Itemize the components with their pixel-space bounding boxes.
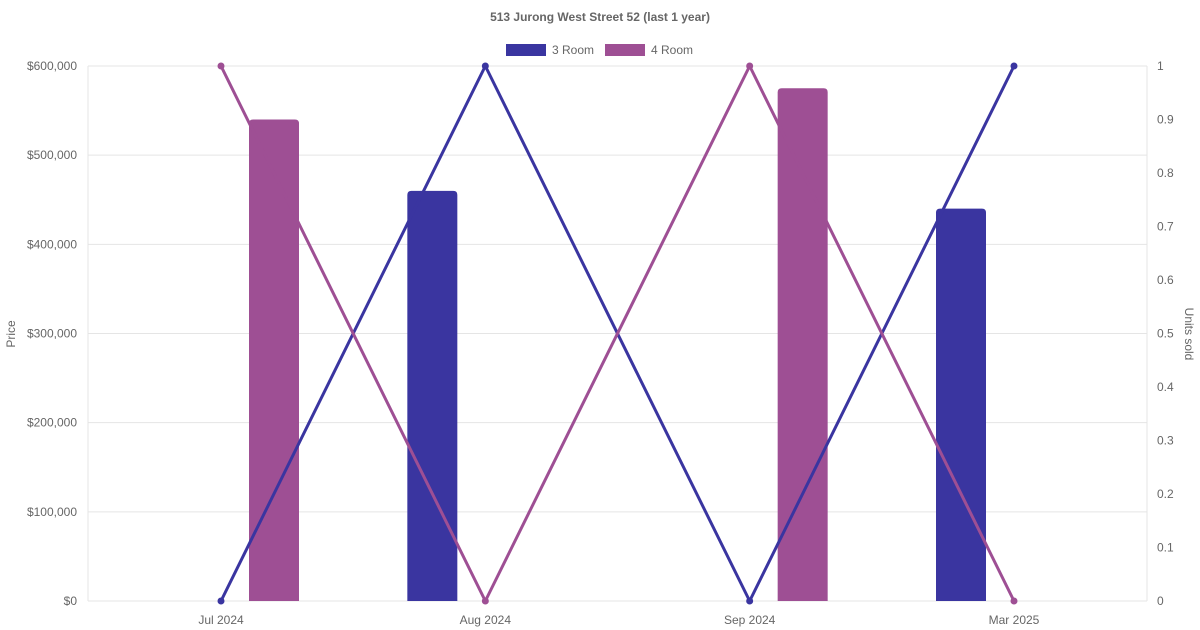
bar-3-room[interactable]: [407, 190, 458, 602]
left-axis-title: Price: [4, 320, 18, 348]
series-lines: [217, 62, 1018, 605]
left-tick-label: $500,000: [27, 148, 77, 162]
bar-4-room[interactable]: [777, 88, 828, 601]
bar-4-room[interactable]: [249, 119, 299, 602]
right-tick-label: 0.4: [1157, 380, 1174, 394]
x-tick-label: Mar 2025: [989, 613, 1040, 627]
point-3-room[interactable]: [746, 597, 754, 605]
right-tick-label: 1: [1157, 59, 1164, 73]
left-tick-label: $0: [64, 594, 78, 608]
left-tick-label: $200,000: [27, 416, 77, 430]
legend-swatch-4-room[interactable]: [605, 44, 645, 56]
right-tick-label: 0.5: [1157, 327, 1174, 341]
right-tick-label: 0.2: [1157, 487, 1174, 501]
right-tick-label: 0.8: [1157, 166, 1174, 180]
left-axis-ticks: $0 $100,000 $200,000 $300,000 $400,000 $500,0…: [27, 59, 77, 608]
line-4-room[interactable]: [219, 64, 1016, 603]
right-tick-label: 0.9: [1157, 113, 1174, 127]
point-3-room[interactable]: [1010, 62, 1018, 70]
x-tick-label: Sep 2024: [724, 613, 776, 627]
right-tick-label: 0.6: [1157, 273, 1174, 287]
x-tick-label: Aug 2024: [460, 613, 512, 627]
chart-title: 513 Jurong West Street 52 (last 1 year): [490, 10, 710, 24]
right-tick-label: 0.7: [1157, 220, 1174, 234]
x-axis-ticks: Jul 2024 Aug 2024 Sep 2024 Mar 2025: [198, 613, 1039, 627]
right-tick-label: 0.3: [1157, 434, 1174, 448]
legend[interactable]: 3 Room 4 Room: [506, 43, 693, 57]
right-tick-label: 0: [1157, 594, 1164, 608]
point-4-room[interactable]: [217, 62, 225, 70]
point-4-room[interactable]: [1010, 597, 1018, 605]
legend-swatch-3-room[interactable]: [506, 44, 546, 56]
bar-3-room[interactable]: [936, 208, 986, 601]
point-4-room[interactable]: [746, 62, 754, 70]
point-3-room[interactable]: [217, 597, 225, 605]
left-tick-label: $100,000: [27, 505, 77, 519]
right-axis-ticks: 0 0.1 0.2 0.3 0.4 0.5 0.6 0.7 0.8 0.9 1: [1157, 59, 1174, 608]
right-tick-label: 0.1: [1157, 541, 1174, 555]
left-tick-label: $600,000: [27, 59, 77, 73]
left-tick-label: $400,000: [27, 237, 77, 251]
bars: [249, 88, 986, 602]
point-4-room[interactable]: [481, 597, 489, 605]
legend-label-4-room[interactable]: 4 Room: [651, 43, 693, 57]
left-tick-label: $300,000: [27, 327, 77, 341]
x-tick-label: Jul 2024: [198, 613, 244, 627]
legend-label-3-room[interactable]: 3 Room: [552, 43, 594, 57]
point-3-room[interactable]: [481, 62, 489, 70]
right-axis-title: Units sold: [1182, 308, 1196, 361]
